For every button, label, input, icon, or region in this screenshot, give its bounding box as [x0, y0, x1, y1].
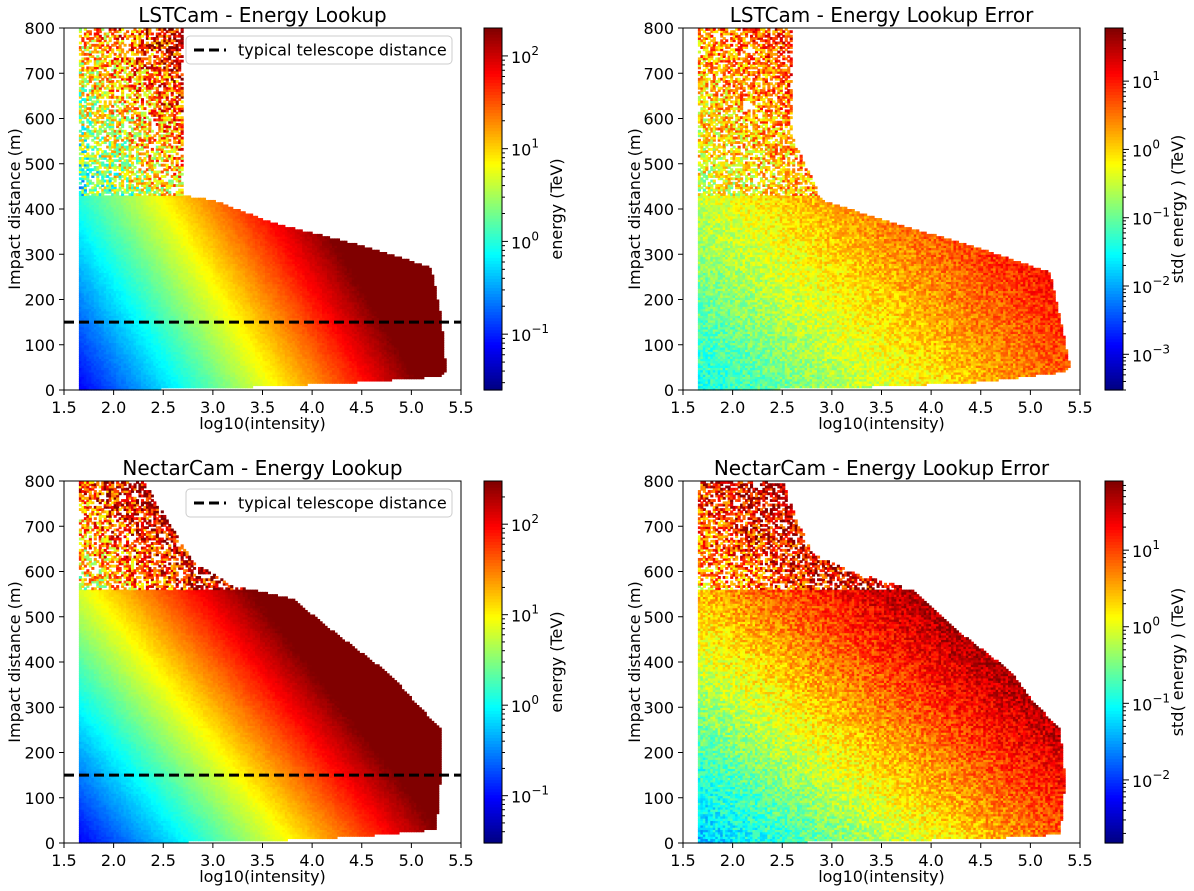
- heatmap-cell: [131, 161, 134, 164]
- heatmap-cell: [99, 100, 102, 103]
- heatmap-cell: [104, 100, 107, 103]
- heatmap-cell: [124, 44, 127, 47]
- heatmap-cell: [121, 48, 124, 51]
- heatmap-cell: [81, 121, 84, 124]
- heatmap-cell: [89, 60, 92, 63]
- heatmap-cell: [114, 184, 117, 187]
- heatmap-cell: [89, 30, 92, 33]
- heatmap-cells: [79, 28, 447, 391]
- heatmap-cell: [111, 48, 114, 51]
- heatmap-cell: [126, 30, 129, 33]
- heatmap-cell: [133, 166, 136, 169]
- heatmap-cell: [84, 89, 87, 92]
- heatmap-cell: [109, 100, 112, 103]
- heatmap-cell: [109, 171, 112, 174]
